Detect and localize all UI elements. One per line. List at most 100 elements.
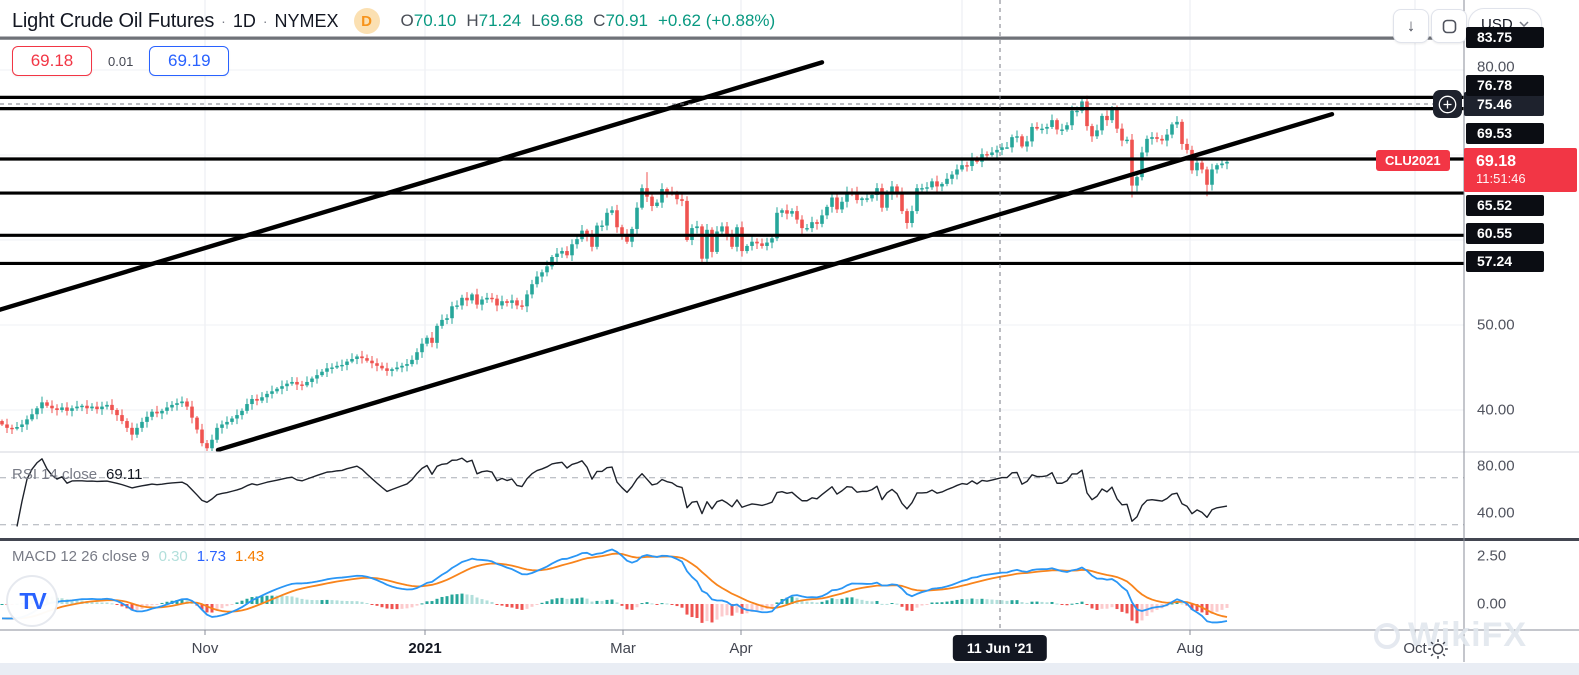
symbol-legend: Light Crude Oil Futures · 1D · NYMEX D O… (12, 7, 775, 35)
macd-histogram-bar (975, 599, 979, 604)
macd-histogram-bar (590, 601, 594, 604)
candle-body (620, 227, 624, 235)
candle-body (395, 367, 399, 370)
macd-histogram-bar (900, 604, 904, 607)
candle-body (115, 410, 119, 416)
candle-body (405, 364, 409, 366)
candle-body (55, 408, 59, 410)
macd-histogram-bar (440, 596, 444, 604)
macd-histogram-bar (110, 603, 114, 605)
macd-histogram-bar (1025, 602, 1029, 604)
macd-histogram-bar (1040, 601, 1044, 604)
candle-body (1170, 124, 1174, 135)
candle-body (280, 386, 284, 389)
buy-button[interactable]: 69.19 (149, 46, 230, 76)
theme-toggle-button[interactable] (1426, 637, 1450, 666)
macd-histogram-bar (275, 595, 279, 604)
candle-body (990, 152, 994, 155)
macd-histogram-bar (310, 599, 314, 604)
macd-histogram-bar (135, 604, 139, 611)
candle-body (1195, 162, 1199, 171)
candle-body (0, 421, 4, 425)
macd-histogram-bar (855, 598, 859, 604)
candle-body (515, 300, 519, 306)
candle-body (1100, 115, 1104, 131)
candle-body (300, 384, 304, 386)
macd-histogram-bar (415, 604, 419, 606)
candle-body (525, 294, 529, 307)
candle-body (545, 266, 549, 273)
svg-text:TV: TV (19, 588, 47, 614)
candle-body (680, 199, 684, 201)
candle-body (1210, 169, 1214, 185)
candle-body (510, 300, 514, 303)
macd-histogram-bar (905, 604, 909, 611)
macd-histogram-bar (830, 598, 834, 604)
macd-histogram-bar (1090, 604, 1094, 609)
candle-body (1120, 128, 1124, 141)
candle-body (150, 411, 154, 417)
candle-body (500, 301, 504, 306)
candle-body (845, 191, 849, 202)
macd-histogram-bar (695, 604, 699, 619)
candle-body (895, 186, 899, 194)
time-axis-label: Mar (610, 640, 636, 657)
low-value: 69.68 (540, 11, 584, 30)
crosshair-date-label: 11 Jun '21 (952, 635, 1048, 661)
add-alert-plus-button[interactable] (1433, 90, 1462, 118)
candle-body (685, 200, 689, 240)
macd-histogram-bar (380, 604, 384, 608)
macd-histogram-bar (230, 604, 234, 605)
macd-histogram-bar (180, 599, 184, 604)
candle-body (60, 407, 64, 410)
macd-histogram-bar (880, 603, 884, 605)
candle-body (230, 418, 234, 422)
macd-histogram-bar (285, 596, 289, 604)
candle-body (370, 360, 374, 364)
last-price-value: 69.18 (1476, 153, 1517, 170)
macd-histogram-bar (345, 600, 349, 604)
time-axis-label: 2021 (408, 640, 442, 657)
candle-body (1220, 163, 1224, 166)
macd-histogram-bar (1215, 604, 1219, 612)
candle-body (880, 188, 884, 208)
macd-histogram-bar (565, 598, 569, 604)
fullscreen-button[interactable] (1431, 9, 1467, 43)
candle-body (30, 414, 34, 420)
candle-body (575, 239, 579, 245)
macd-histogram-bar (75, 600, 79, 604)
macd-histogram-bar (1220, 604, 1224, 610)
candle-body (1020, 136, 1024, 147)
macd-histogram-bar (305, 599, 309, 604)
candle-body (885, 194, 889, 208)
candle-body (400, 365, 404, 368)
macd-histogram-bar (260, 596, 264, 604)
fullscreen-icon (1442, 19, 1456, 33)
candle-body (175, 403, 179, 405)
candle-body (35, 408, 39, 415)
candle-body (330, 367, 334, 369)
macd-histogram-bar (620, 604, 624, 606)
candle-body (85, 405, 89, 409)
macd-histogram-bar (850, 597, 854, 604)
candle-body (805, 228, 809, 230)
sell-button[interactable]: 69.18 (12, 46, 92, 76)
macd-histogram-bar (145, 604, 149, 608)
macd-histogram-bar (470, 594, 474, 604)
candle-body (465, 297, 469, 301)
macd-histogram-bar (930, 602, 934, 604)
candle-body (365, 358, 369, 361)
sun-icon (1428, 639, 1448, 659)
macd-histogram-bar (1190, 604, 1194, 610)
candle-body (490, 297, 494, 300)
candle-body (740, 227, 744, 252)
macd-histogram-bar (945, 601, 949, 604)
macd-histogram-bar (245, 598, 249, 604)
candle-body (1130, 139, 1134, 186)
macd-histogram-bar (645, 602, 649, 604)
scroll-to-recent-button[interactable]: ↓ (1393, 9, 1429, 43)
macd-histogram-bar (540, 602, 544, 604)
macd-histogram-bar (1030, 601, 1034, 604)
macd-histogram-bar (995, 599, 999, 604)
